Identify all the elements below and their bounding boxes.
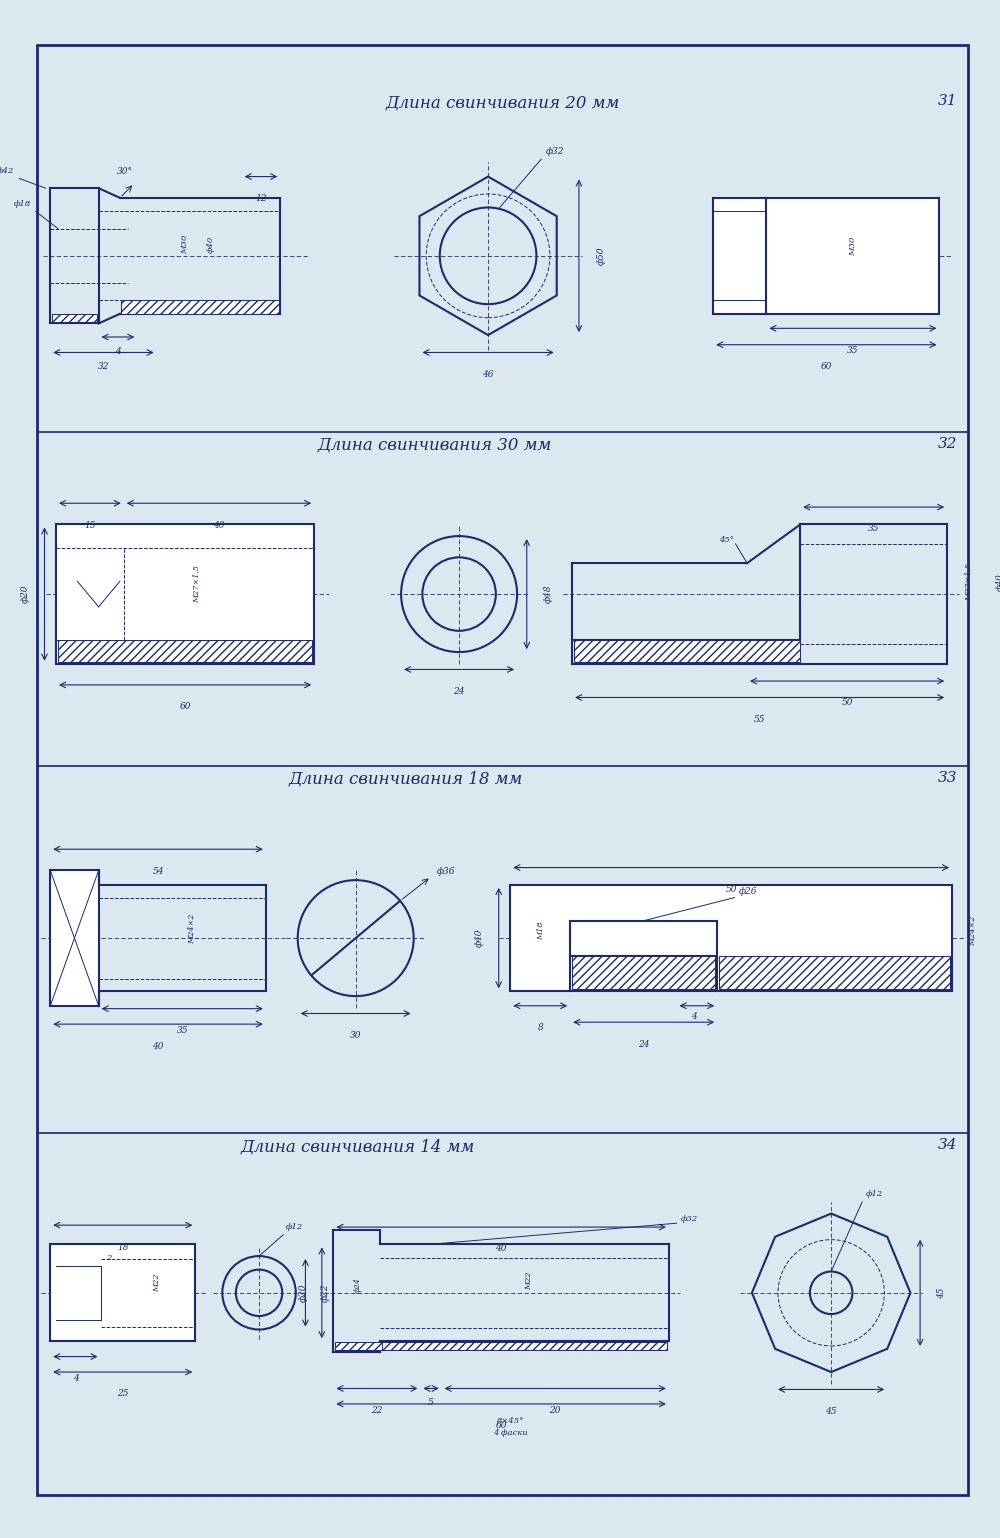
Text: ф40: ф40	[474, 929, 483, 947]
Text: ф32: ф32	[680, 1215, 698, 1223]
Text: ф48: ф48	[544, 584, 553, 603]
Text: 33: 33	[937, 771, 957, 784]
Text: М27×1,5: М27×1,5	[965, 563, 973, 601]
Text: Длина свинчивания 20 мм: Длина свинчивания 20 мм	[385, 94, 620, 111]
Text: 60: 60	[495, 1421, 507, 1430]
Bar	[52, 314, 97, 321]
Text: М22: М22	[525, 1272, 533, 1290]
Text: М30: М30	[849, 237, 857, 255]
Text: 24: 24	[453, 687, 465, 695]
Text: 5: 5	[428, 1398, 434, 1407]
Text: 30: 30	[350, 1030, 361, 1040]
Text: ф12: ф12	[286, 1223, 303, 1230]
Text: 20: 20	[550, 1406, 561, 1415]
Text: 12: 12	[255, 194, 267, 203]
Text: 45: 45	[825, 1407, 837, 1416]
Text: 15: 15	[84, 521, 96, 529]
Text: ф40: ф40	[207, 235, 215, 252]
Text: ф40: ф40	[995, 574, 1000, 591]
Text: ф32: ф32	[546, 148, 565, 155]
Text: 18: 18	[117, 1243, 129, 1252]
Text: 8: 8	[537, 1023, 543, 1032]
Text: 4: 4	[73, 1373, 78, 1383]
Text: М24×2: М24×2	[188, 914, 196, 944]
Text: 40: 40	[495, 1244, 507, 1253]
Text: М22: М22	[154, 1273, 162, 1292]
Bar	[719, 955, 950, 989]
Text: 45: 45	[937, 1287, 946, 1298]
Text: Длина свинчивания 18 мм: Длина свинчивания 18 мм	[289, 771, 523, 787]
Text: 35: 35	[868, 524, 879, 534]
Text: М24×2: М24×2	[969, 915, 977, 946]
Text: Длина свинчивания 30 мм: Длина свинчивания 30 мм	[318, 437, 552, 454]
Text: ф18: ф18	[14, 200, 31, 208]
Text: 50: 50	[841, 698, 853, 707]
Bar	[335, 1343, 667, 1350]
Text: 32: 32	[937, 437, 957, 451]
Text: 4: 4	[115, 346, 121, 355]
Text: ф26: ф26	[738, 887, 757, 897]
Text: 35: 35	[176, 1026, 188, 1035]
Text: 35: 35	[847, 346, 859, 355]
Bar	[50, 871, 99, 1006]
Text: 55: 55	[754, 715, 765, 724]
Bar	[50, 1244, 195, 1341]
Text: 4: 4	[691, 1012, 697, 1021]
Text: 30°: 30°	[117, 168, 133, 177]
Bar	[58, 640, 312, 661]
Text: 46: 46	[482, 369, 494, 378]
Text: ф36: ф36	[437, 867, 455, 877]
Text: ф22: ф22	[321, 1284, 330, 1303]
Text: 34: 34	[937, 1138, 957, 1152]
Bar	[574, 640, 800, 661]
Text: 45°: 45°	[719, 535, 734, 544]
Bar	[121, 300, 279, 314]
Text: 2: 2	[106, 1253, 111, 1263]
Text: ф12: ф12	[866, 1190, 883, 1198]
Text: ф20: ф20	[298, 1284, 307, 1303]
Text: 24: 24	[638, 1040, 649, 1049]
Text: ф42: ф42	[0, 166, 14, 175]
Text: М18: М18	[537, 921, 545, 940]
Text: Длина свинчивания 14 мм: Длина свинчивания 14 мм	[240, 1138, 475, 1155]
Bar	[56, 524, 314, 664]
Text: М27×1,5: М27×1,5	[193, 566, 201, 603]
Text: 31: 31	[937, 94, 957, 109]
Text: 22: 22	[371, 1406, 383, 1415]
Text: ф24: ф24	[354, 1277, 362, 1293]
Text: 8×45°: 8×45°	[497, 1418, 524, 1426]
Bar	[510, 884, 952, 992]
Bar	[713, 198, 939, 314]
Text: М30: М30	[181, 234, 189, 254]
Text: 40: 40	[213, 521, 225, 529]
Text: ф20: ф20	[21, 584, 30, 603]
Text: 50: 50	[725, 884, 737, 894]
Bar	[382, 1343, 667, 1350]
Text: 60: 60	[179, 703, 191, 711]
Text: 32: 32	[98, 361, 109, 371]
Text: 60: 60	[821, 361, 832, 371]
Text: 4 фаски: 4 фаски	[493, 1429, 528, 1436]
Text: 40: 40	[152, 1041, 164, 1050]
Text: 25: 25	[117, 1389, 129, 1398]
Text: 54: 54	[152, 866, 164, 875]
Text: ф50: ф50	[596, 246, 605, 265]
Bar	[572, 955, 715, 989]
